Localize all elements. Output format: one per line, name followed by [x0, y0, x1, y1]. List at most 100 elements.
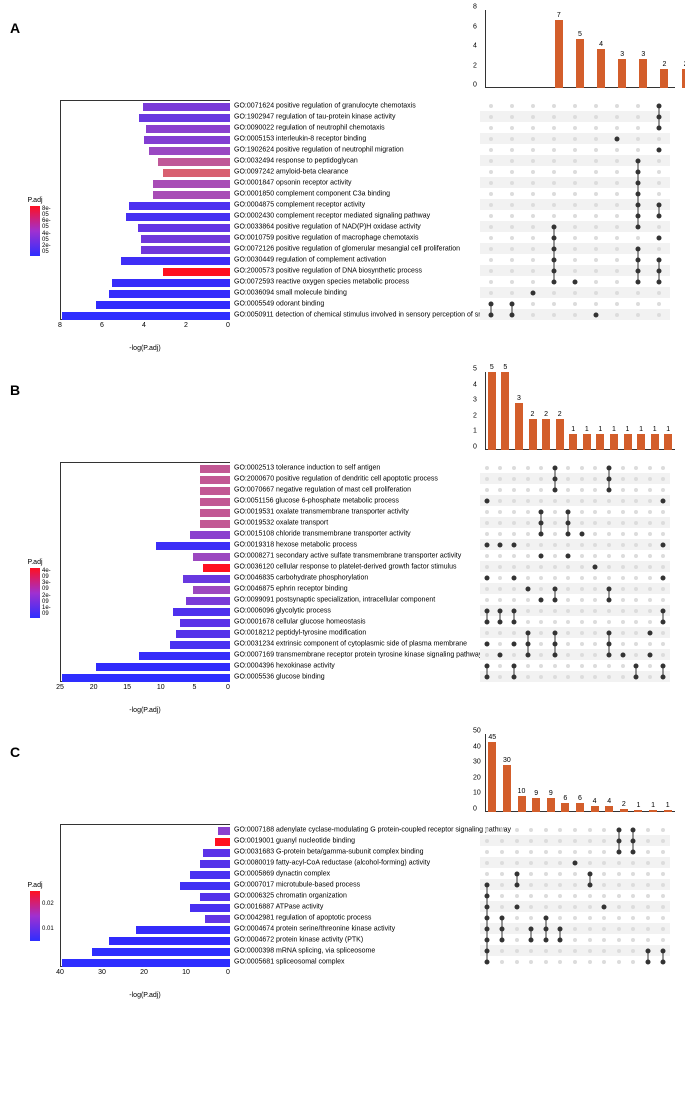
- x-tick: 25: [56, 684, 64, 691]
- term-label: GO:0005869 dynactin complex: [234, 870, 330, 877]
- term-label: GO:0004396 hexokinase activity: [234, 662, 335, 669]
- matrix-dot-inactive: [498, 532, 502, 536]
- matrix-dot-inactive: [526, 609, 530, 613]
- matrix-dot-inactive: [539, 477, 543, 481]
- matrix-dot-active: [509, 312, 514, 317]
- matrix-dot-inactive: [594, 225, 598, 229]
- matrix-dot-inactive: [539, 488, 543, 492]
- matrix-dot-inactive: [646, 916, 650, 920]
- term-label: GO:0031234 extrinsic component of cytopl…: [234, 640, 467, 647]
- matrix-dot-inactive: [634, 598, 638, 602]
- matrix-dot-inactive: [621, 664, 625, 668]
- hist-bar: [618, 59, 626, 88]
- hist-ytick: 50: [473, 728, 481, 735]
- matrix-dot-inactive: [489, 126, 493, 130]
- matrix-dot-inactive: [580, 488, 584, 492]
- matrix-dot-inactive: [566, 598, 570, 602]
- bar: [143, 103, 230, 111]
- matrix-dot-active: [552, 476, 557, 481]
- matrix-dot-inactive: [526, 510, 530, 514]
- matrix-dot-active: [606, 465, 611, 470]
- term-label: GO:0046835 carbohydrate phosphorylation: [234, 574, 368, 581]
- term-label: GO:0019001 guanyl nucleotide binding: [234, 837, 355, 844]
- hist-bar: [488, 742, 496, 812]
- matrix-dot-active: [661, 663, 666, 668]
- matrix-dot-inactive: [573, 170, 577, 174]
- matrix-dot-inactive: [566, 543, 570, 547]
- matrix-dot-inactive: [539, 675, 543, 679]
- matrix-dot-inactive: [529, 894, 533, 898]
- matrix-dot-inactive: [552, 126, 556, 130]
- term-label: GO:0019531 oxalate transmembrane transpo…: [234, 508, 409, 515]
- matrix-dot-inactive: [580, 565, 584, 569]
- matrix-dot-active: [566, 553, 571, 558]
- matrix-dot-active: [657, 268, 662, 273]
- matrix-dot-inactive: [602, 839, 606, 843]
- hist-value: 6: [578, 795, 582, 802]
- matrix-dot-inactive: [594, 104, 598, 108]
- bar: [139, 652, 230, 660]
- matrix-dot-active: [573, 860, 578, 865]
- matrix-dot-inactive: [593, 488, 597, 492]
- legend: P.adj8e-056e-054e-052e-05: [10, 100, 60, 352]
- matrix-dot-active: [566, 520, 571, 525]
- matrix-dot-inactive: [661, 653, 665, 657]
- matrix-dot-inactive: [553, 565, 557, 569]
- matrix-dot-inactive: [615, 126, 619, 130]
- matrix-dot-active: [661, 608, 666, 613]
- matrix-dot-inactive: [646, 872, 650, 876]
- matrix-dot-active: [552, 652, 557, 657]
- matrix-dot-inactive: [593, 664, 597, 668]
- matrix-dot-inactive: [539, 543, 543, 547]
- matrix-dot-inactive: [657, 247, 661, 251]
- matrix-dot-inactive: [657, 170, 661, 174]
- matrix-dot-inactive: [485, 839, 489, 843]
- matrix-dot-inactive: [529, 916, 533, 920]
- matrix-dot-active: [616, 838, 621, 843]
- term-label: GO:0016887 ATPase activity: [234, 903, 323, 910]
- term-label: GO:0007169 transmembrane receptor protei…: [234, 651, 482, 658]
- bar: [203, 849, 230, 857]
- matrix-dot-inactive: [594, 214, 598, 218]
- matrix-dot-inactive: [512, 653, 516, 657]
- matrix-dot-active: [525, 652, 530, 657]
- hist-bar: [624, 434, 632, 450]
- matrix-dot-inactive: [573, 291, 577, 295]
- term-label: GO:0099091 postsynaptic specialization, …: [234, 596, 435, 603]
- bar: [121, 257, 230, 265]
- hist-value: 3: [517, 395, 521, 402]
- term-label: GO:0019318 hexose metabolic process: [234, 541, 357, 548]
- matrix-dot-inactive: [526, 620, 530, 624]
- matrix-dot-active: [657, 202, 662, 207]
- hist-value: 30: [503, 757, 511, 764]
- matrix-dot-inactive: [580, 642, 584, 646]
- matrix-dot-inactive: [593, 521, 597, 525]
- hist-value: 1: [585, 426, 589, 433]
- matrix-dot-active: [552, 487, 557, 492]
- matrix-dot-active: [511, 674, 516, 679]
- matrix-dot-inactive: [526, 466, 530, 470]
- matrix-dot-inactive: [539, 609, 543, 613]
- x-axis-label: -log(P.adj): [60, 992, 230, 999]
- matrix-dot-inactive: [531, 170, 535, 174]
- matrix-dot-inactive: [615, 214, 619, 218]
- matrix-dot-inactive: [593, 466, 597, 470]
- hist-ytick: 0: [473, 444, 477, 451]
- matrix-dot-inactive: [526, 664, 530, 668]
- matrix-dot-active: [636, 257, 641, 262]
- matrix-dot-active: [606, 476, 611, 481]
- term-label: GO:0071624 positive regulation of granul…: [234, 102, 416, 109]
- matrix-dot-inactive: [531, 280, 535, 284]
- matrix-dot-active: [543, 926, 548, 931]
- matrix-dot-inactive: [552, 302, 556, 306]
- matrix-dot-inactive: [510, 269, 514, 273]
- legend-tick: 1e-09: [42, 605, 51, 617]
- matrix-dot-inactive: [588, 905, 592, 909]
- term-label: GO:0030449 regulation of complement acti…: [234, 256, 386, 263]
- matrix-dot-active: [661, 619, 666, 624]
- matrix-dot-inactive: [558, 883, 562, 887]
- matrix-dot-inactive: [485, 466, 489, 470]
- matrix-dot-inactive: [489, 170, 493, 174]
- matrix-dot-inactive: [529, 905, 533, 909]
- matrix-dot-active: [514, 904, 519, 909]
